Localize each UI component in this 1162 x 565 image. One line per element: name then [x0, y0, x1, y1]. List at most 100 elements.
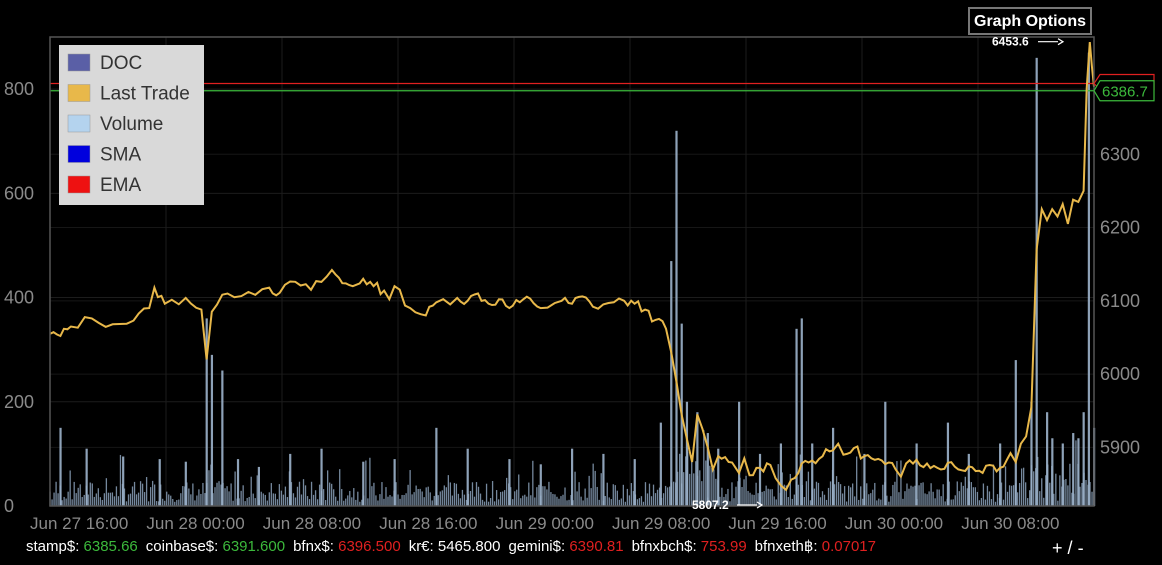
volume-bar [966, 488, 968, 506]
volume-bar [658, 487, 661, 506]
graph-options-button[interactable]: Graph Options [968, 7, 1092, 35]
x-tick-label: Jun 28 00:00 [146, 514, 244, 533]
volume-bar [343, 500, 345, 506]
volume-bar [626, 488, 629, 506]
volume-bar [863, 453, 866, 506]
volume-bar [988, 491, 991, 506]
zoom-out-button[interactable]: - [1077, 538, 1084, 558]
volume-bar [914, 485, 916, 506]
volume-bar [805, 481, 808, 506]
volume-bar [137, 492, 140, 506]
volume-bar [457, 493, 460, 506]
volume-bar [1059, 475, 1061, 506]
volume-bar [451, 495, 454, 506]
volume-bar [602, 453, 605, 506]
volume-bar [1020, 468, 1023, 506]
volume-bar [331, 483, 333, 506]
volume-bar [984, 499, 987, 506]
volume-bar [1061, 443, 1064, 506]
volume-bar [554, 494, 556, 506]
volume-bar [1012, 485, 1015, 506]
ticker-label: bfnxbch$: [631, 538, 701, 555]
volume-bar [683, 472, 685, 506]
volume-bar [1043, 497, 1045, 506]
volume-bar [758, 453, 762, 506]
volume-bar [582, 500, 584, 506]
volume-bar [837, 481, 840, 506]
left-axis: 0 200 400 600 800 [4, 79, 34, 516]
volume-bar [429, 492, 431, 506]
ticker-label: stamp$: [26, 538, 84, 555]
volume-bar [417, 489, 419, 506]
volume-bar [296, 486, 299, 506]
volume-bar [135, 494, 138, 506]
volume-bar [103, 493, 106, 506]
volume-bar [691, 455, 693, 506]
volume-bar [856, 456, 858, 506]
volume-bar [318, 484, 321, 506]
volume-bar [290, 482, 293, 506]
volume-bar [994, 501, 997, 506]
volume-bar [571, 448, 574, 506]
volume-bar [81, 496, 83, 506]
volume-bar [119, 454, 122, 506]
volume-bar [166, 491, 168, 506]
volume-bar [278, 484, 281, 506]
volume-bar [906, 483, 908, 506]
volume-bar [703, 430, 705, 506]
volume-bar [580, 496, 582, 506]
volume-bar [256, 475, 258, 506]
volume-bar [83, 494, 85, 506]
volume-bar [337, 500, 339, 506]
volume-bar [1085, 480, 1087, 506]
volume-bar [401, 494, 403, 506]
volume-bar [662, 493, 665, 506]
volume-bar [433, 495, 435, 506]
volume-bar [982, 483, 985, 506]
volume-bar [550, 492, 552, 506]
volume-bar [821, 491, 824, 506]
volume-bar [896, 461, 898, 506]
volume-bar [1045, 475, 1047, 506]
volume-bar [520, 498, 522, 506]
indicator-lines [50, 82, 1094, 92]
volume-bar [1082, 412, 1085, 506]
volume-bar [473, 496, 476, 506]
volume-bar [405, 493, 407, 506]
ticker-label: kr€: [408, 538, 438, 555]
volume-bar [131, 486, 134, 506]
x-tick-label: Jun 29 00:00 [496, 514, 594, 533]
volume-bar [445, 487, 447, 506]
volume-bar [854, 496, 856, 506]
volume-bar [125, 501, 128, 506]
volume-bar [898, 492, 900, 506]
volume-bar [469, 490, 472, 506]
volume-bar [228, 491, 230, 506]
volume-bar [375, 495, 377, 506]
volume-bar [357, 491, 359, 506]
legend-label: Volume [100, 114, 163, 135]
ticker-label: coinbase$: [145, 538, 223, 555]
volume-bar [111, 492, 114, 506]
volume-bar [1033, 471, 1035, 506]
legend-swatch [67, 145, 91, 163]
volume-bar [633, 459, 636, 506]
volume-bar [636, 499, 639, 506]
volume-bar [447, 475, 449, 506]
volume-bar [642, 501, 645, 506]
volume-bar [584, 488, 586, 506]
volume-bar [361, 499, 363, 506]
volume-bar [1065, 479, 1067, 506]
volume-bar [373, 482, 375, 506]
volume-bar [133, 481, 136, 506]
volume-bar [71, 499, 73, 506]
plot-frame [49, 36, 1095, 507]
volume-bar [475, 482, 478, 506]
volume-bar [960, 482, 962, 506]
volume-bar [832, 427, 835, 506]
price-annotations: 6453.6 5807.2 [692, 35, 1065, 512]
volume-bar [1014, 360, 1017, 506]
volume-bar [845, 501, 848, 506]
volume-bar [1057, 500, 1059, 506]
zoom-in-button[interactable]: + [1052, 538, 1063, 558]
